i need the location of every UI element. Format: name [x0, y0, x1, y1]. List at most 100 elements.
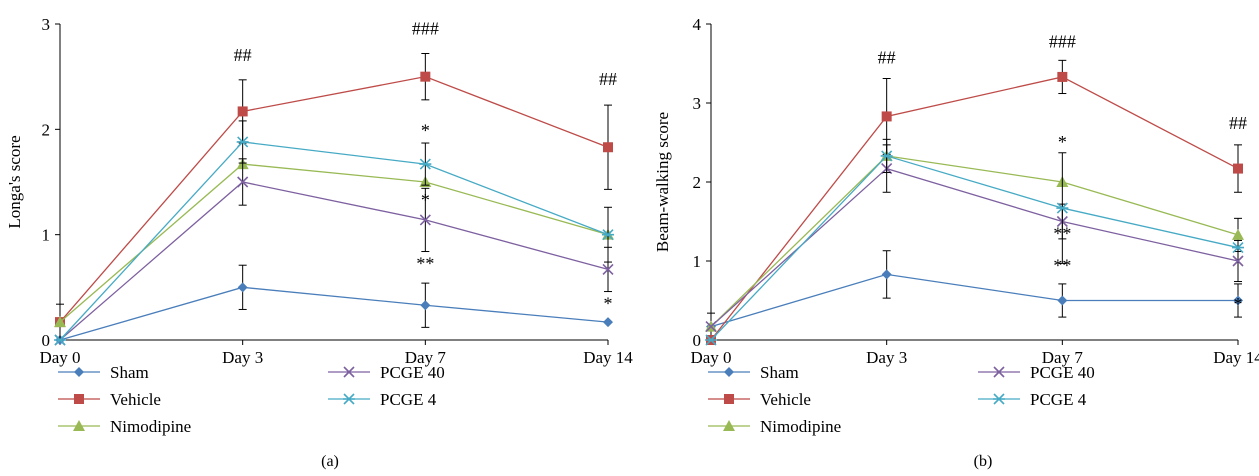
series-line: [59, 75, 609, 323]
chart-panel-2: 0 1 2 3 4 Day 0 Day 3 Day 7 Day 14 Beam-walking s…: [653, 15, 1259, 470]
series-line: [59, 163, 609, 323]
y-axis-label: Longa's score: [5, 135, 24, 228]
significance-annotation: **: [1053, 255, 1071, 275]
significance-annotation: ##: [234, 45, 252, 65]
significance-annotation: *: [604, 293, 613, 313]
significance-annotation: **: [416, 253, 434, 273]
data-point: [705, 321, 717, 333]
data-point: [54, 334, 66, 346]
series-pcge-4: [705, 138, 1244, 346]
legend-label: Nimodipine: [760, 417, 841, 436]
legend-marker: [723, 420, 735, 431]
series-line: [710, 155, 1239, 341]
y-tick-label: 2: [693, 173, 702, 192]
legend-label: Sham: [760, 363, 799, 382]
y-tick-label: 3: [42, 15, 51, 34]
data-point: [881, 269, 892, 280]
legend-marker: [724, 394, 734, 404]
legend-item: PCGE 4: [328, 390, 437, 409]
y-tick-label: 3: [693, 94, 702, 113]
legend-marker: [343, 393, 355, 405]
legend-label: Sham: [110, 363, 149, 382]
legend-item: Nimodipine: [58, 417, 191, 436]
legend-item: Vehicle: [708, 390, 811, 409]
x-tick-label: Day 7: [405, 348, 447, 367]
legend-label: Nimodipine: [110, 417, 191, 436]
x-tick-label: Day 3: [866, 348, 907, 367]
data-point: [420, 300, 431, 311]
significance-annotation: *: [421, 121, 430, 141]
legend-label: Vehicle: [110, 390, 161, 409]
data-point: [54, 316, 66, 328]
legend: Sham Vehicle Nimodipine PCGE 40 PCGE 4: [58, 363, 445, 436]
legend: Sham Vehicle Nimodipine PCGE 40 PCGE 4: [708, 363, 1095, 436]
series-nimodipine: [54, 158, 614, 328]
legend-marker: [724, 367, 734, 377]
legend-label: PCGE 4: [380, 390, 437, 409]
y-tick-label: 0: [42, 331, 51, 350]
data-point: [705, 334, 717, 346]
data-point: [1232, 228, 1244, 240]
data-point: [1057, 71, 1068, 82]
legend-marker: [993, 393, 1005, 405]
x-tick-label: Day 14: [583, 348, 633, 367]
legend-marker: [74, 394, 84, 404]
series-line: [59, 141, 609, 341]
legend-item: Vehicle: [58, 390, 161, 409]
legend-marker: [993, 366, 1005, 378]
legend-item: PCGE 4: [978, 390, 1087, 409]
data-point: [1233, 163, 1243, 174]
data-point: [1232, 255, 1244, 267]
series-sham: [706, 250, 1243, 341]
x-tick-label: Day 0: [690, 348, 731, 367]
series-sham: [55, 264, 613, 345]
series-vehicle: [706, 59, 1243, 345]
data-point: [236, 136, 249, 148]
data-point: [1232, 242, 1244, 254]
legend-item: Sham: [708, 363, 799, 382]
series-vehicle: [55, 52, 613, 341]
chart-panel-1: 0 1 2 3 Day 0 Day 3 Day 7 Day 14 Longa's score ##…: [5, 15, 633, 470]
series-line: [59, 286, 609, 341]
panel-label: (a): [321, 453, 339, 470]
y-tick-label: 4: [693, 15, 702, 34]
data-point: [1057, 295, 1068, 306]
y-tick-label: 1: [693, 252, 702, 271]
data-point: [237, 282, 248, 293]
x-tick-label: Day 0: [39, 348, 80, 367]
data-point: [419, 158, 432, 170]
x-tick-label: Day 3: [222, 348, 263, 367]
series-line: [710, 155, 1239, 328]
data-point: [420, 71, 431, 82]
data-point: [602, 229, 614, 241]
data-point: [602, 263, 614, 275]
significance-annotation: *: [1058, 132, 1067, 152]
series-pcge-4: [54, 120, 614, 346]
legend-marker: [343, 366, 355, 378]
legend-item: Sham: [58, 363, 149, 382]
significance-annotation: ###: [412, 19, 439, 39]
series-line: [710, 76, 1239, 341]
legend-label: PCGE 40: [380, 363, 445, 382]
data-point: [1233, 295, 1243, 306]
data-point: [1056, 202, 1069, 214]
y-tick-label: 2: [42, 120, 51, 139]
legend-item: Nimodipine: [708, 417, 841, 436]
data-point: [880, 150, 893, 162]
legend-marker: [74, 367, 84, 377]
legend-label: PCGE 40: [1030, 363, 1095, 382]
data-point: [603, 142, 613, 153]
legend-item: PCGE 40: [978, 363, 1095, 382]
legend-item: PCGE 40: [328, 363, 445, 382]
legend-marker: [73, 420, 85, 431]
x-tick-label: Day 7: [1042, 348, 1084, 367]
data-point: [881, 111, 892, 122]
data-point: [419, 214, 431, 226]
significance-annotation: ##: [599, 69, 617, 89]
data-point: [603, 317, 613, 328]
y-tick-label: 1: [42, 226, 51, 245]
significance-annotation: ##: [1229, 113, 1247, 133]
series-line: [59, 181, 609, 341]
y-tick-label: 0: [693, 331, 702, 350]
